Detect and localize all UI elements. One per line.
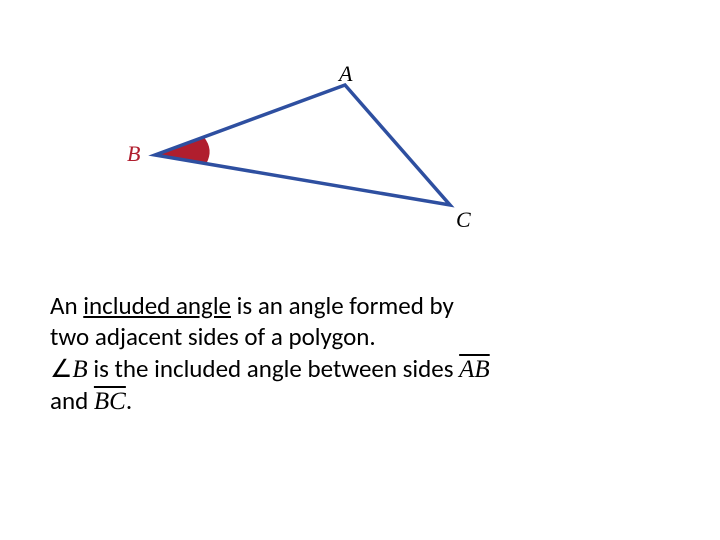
t1u: included angle [83,290,231,321]
definition-text: An included angle is an angle formed by … [50,290,680,417]
slide: A B C An included angle is an angle form… [0,0,720,540]
t3B: B [72,356,87,383]
triangle-diagram: A B C [100,60,500,260]
text-line-4: and BC. [50,385,680,417]
vertex-label-b: B [127,141,140,167]
t3AB: AB [459,356,490,383]
vertex-label-c: C [456,207,471,233]
text-line-1: An included angle is an angle formed by [50,290,680,321]
t4a: and [50,385,94,416]
t3mid: is the included angle between sides [88,353,459,384]
text-line-3: ∠B is the included angle between sides A… [50,353,680,385]
t1a: An [50,290,83,321]
vertex-label-a: A [339,61,352,87]
t4b: . [126,385,132,416]
triangle-svg [100,60,500,260]
angle-symbol: ∠ [50,356,72,383]
text-line-2: two adjacent sides of a polygon. [50,321,680,352]
t1b: is an angle formed by [231,290,454,321]
t4BC: BC [94,388,126,415]
